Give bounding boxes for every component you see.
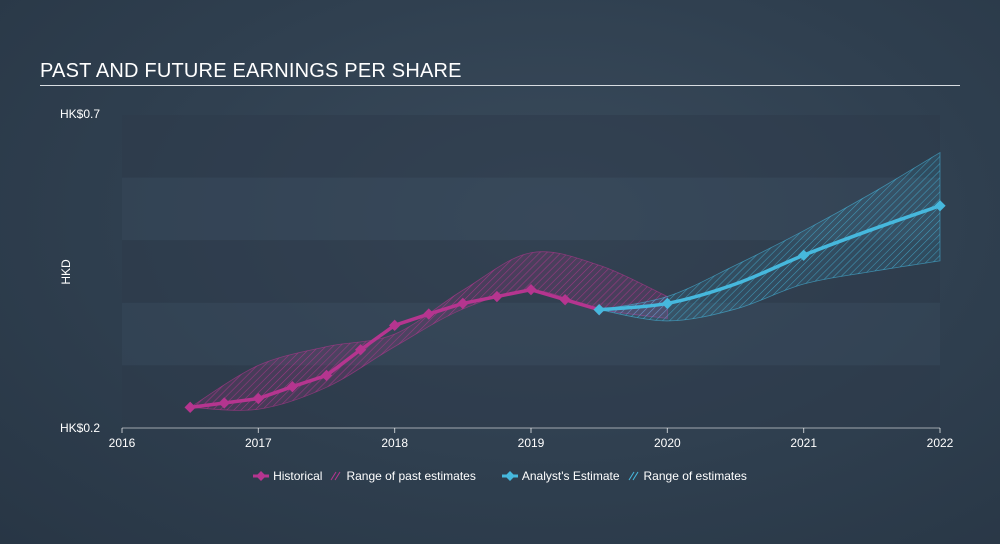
y-tick-top: HK$0.7: [60, 107, 100, 121]
future-range-swatch-icon: [628, 471, 638, 481]
x-tick-label: 2021: [790, 436, 817, 450]
estimate-point: [934, 200, 946, 212]
estimate-line: [597, 204, 942, 312]
historical-point: [389, 319, 401, 331]
historical-point: [457, 297, 469, 310]
past-range-swatch-icon: [331, 471, 341, 481]
legend-estimate[interactable]: Analyst's Estimate: [501, 469, 620, 483]
legend-past-range[interactable]: Range of past estimates: [330, 469, 476, 483]
historical-point: [491, 290, 503, 303]
legend-estimate-label: Analyst's Estimate: [521, 469, 620, 483]
historical-point: [252, 392, 264, 405]
historical-swatch-icon: [253, 471, 270, 481]
historical-point: [525, 283, 537, 296]
legend: Historical Range of past estimates Analy…: [0, 469, 1000, 483]
legend-future-range[interactable]: Range of estimates: [628, 469, 747, 483]
y-tick-bottom: HK$0.2: [60, 421, 100, 435]
x-tick-label: 2018: [381, 436, 408, 450]
historical-point: [218, 397, 230, 409]
x-tick-label: 2019: [518, 436, 545, 450]
title-divider: [40, 85, 960, 86]
x-tick-label: 2017: [245, 436, 272, 450]
x-tick-label: 2020: [654, 436, 681, 450]
legend-future-range-label: Range of estimates: [643, 469, 747, 483]
grid-band: [122, 302, 940, 366]
historical-point: [320, 369, 333, 382]
y-axis-label: HKD: [59, 259, 73, 285]
grid-band: [122, 177, 940, 241]
legend-historical-label: Historical: [273, 469, 323, 483]
legend-past-range-label: Range of past estimates: [346, 469, 476, 483]
legend-historical[interactable]: Historical: [253, 469, 322, 483]
historical-point: [184, 401, 196, 413]
x-tick-label: 2016: [109, 436, 136, 450]
historical-point: [559, 294, 571, 306]
estimate-point: [798, 249, 810, 261]
estimate-point: [593, 304, 605, 316]
grid-band: [122, 115, 940, 178]
historical-point: [423, 308, 435, 320]
historical-point: [354, 344, 367, 356]
estimate-point: [661, 297, 673, 310]
estimate-swatch-icon: [501, 471, 518, 481]
x-tick-label: 2022: [927, 436, 954, 450]
historical-point: [286, 381, 299, 393]
chart-title: PAST AND FUTURE EARNINGS PER SHARE: [40, 60, 462, 82]
chart-axes: 2016 2017 2018 2019 2020 2021 2022: [109, 427, 954, 450]
series-lines: [184, 200, 946, 413]
